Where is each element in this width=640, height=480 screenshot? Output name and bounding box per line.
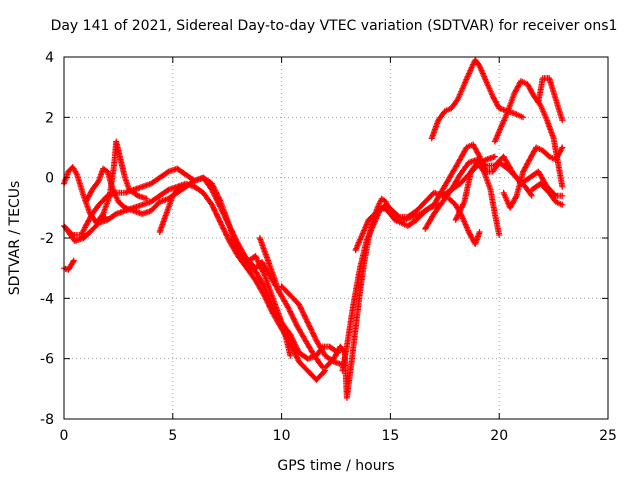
x-tick-labels: 0 5 10 15 20 25	[60, 428, 617, 444]
y-tick-label: 0	[45, 171, 54, 187]
data-track	[256, 235, 283, 296]
data-track	[61, 257, 77, 273]
data-track	[452, 159, 503, 238]
x-tick-label: 20	[490, 428, 508, 444]
data-track	[491, 78, 566, 190]
x-tick-label: 15	[381, 428, 399, 444]
data-track	[93, 138, 150, 226]
y-tick-label: -2	[40, 231, 54, 247]
y-tick-labels: -8 -6 -4 -2 0 2 4	[40, 50, 54, 428]
y-tick-label: -6	[40, 352, 54, 368]
data-track	[156, 183, 183, 235]
data-track	[528, 180, 566, 208]
x-tick-label: 0	[60, 428, 69, 444]
y-tick-label: 2	[45, 110, 54, 126]
axis-ticks	[63, 56, 609, 420]
x-axis-label: GPS time / hours	[277, 458, 394, 474]
y-tick-label: -8	[40, 412, 54, 428]
data-track	[422, 153, 566, 232]
chart-title: Day 141 of 2021, Sidereal Day-to-day VTE…	[51, 18, 618, 34]
y-tick-label: 4	[45, 50, 54, 66]
data-track	[446, 195, 483, 247]
data-track	[339, 153, 498, 374]
data-series	[61, 57, 566, 401]
grid	[64, 57, 608, 419]
data-track	[228, 235, 294, 359]
y-tick-label: -4	[40, 291, 54, 307]
x-tick-label: 25	[599, 428, 617, 444]
x-tick-label: 10	[273, 428, 291, 444]
y-axis-label: SDTVAR / TECUs	[7, 181, 23, 296]
x-tick-label: 5	[168, 428, 177, 444]
data-track	[535, 75, 566, 124]
